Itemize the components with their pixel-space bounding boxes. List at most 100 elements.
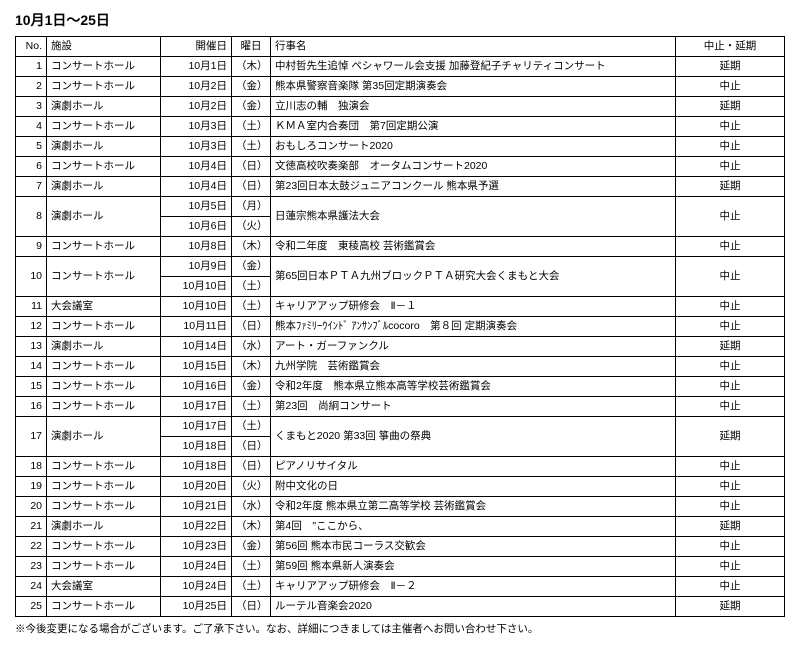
cell-facility: 大会議室 (47, 297, 161, 317)
header-status: 中止・延期 (676, 37, 785, 57)
table-row: 9コンサートホール10月8日（木）令和二年度 東稜高校 芸術鑑賞会中止 (16, 237, 785, 257)
cell-status: 延期 (676, 597, 785, 617)
cell-day: （日） (232, 317, 271, 337)
cell-no: 13 (16, 337, 47, 357)
table-row: 13演劇ホール10月14日（水）アート・ガーファンクル延期 (16, 337, 785, 357)
cell-day: （金） (232, 377, 271, 397)
table-row: 7演劇ホール10月4日（日）第23回日本太鼓ジュニアコンクール 熊本県予選延期 (16, 177, 785, 197)
header-date: 開催日 (161, 37, 232, 57)
cell-date: 10月15日 (161, 357, 232, 377)
cell-no: 18 (16, 457, 47, 477)
cell-no: 22 (16, 537, 47, 557)
cell-facility: コンサートホール (47, 377, 161, 397)
cell-status: 中止 (676, 377, 785, 397)
cell-no: 24 (16, 577, 47, 597)
cell-status: 中止 (676, 117, 785, 137)
cell-day: （金） (232, 257, 271, 277)
cell-no: 15 (16, 377, 47, 397)
cell-facility: コンサートホール (47, 257, 161, 297)
cell-day: （土） (232, 577, 271, 597)
cell-facility: コンサートホール (47, 157, 161, 177)
table-row: 8演劇ホール10月5日（月）日蓮宗熊本県護法大会中止 (16, 197, 785, 217)
cell-no: 1 (16, 57, 47, 77)
cell-day: （金） (232, 537, 271, 557)
cell-status: 延期 (676, 97, 785, 117)
cell-no: 8 (16, 197, 47, 237)
cell-facility: 大会議室 (47, 577, 161, 597)
cell-facility: コンサートホール (47, 397, 161, 417)
cell-date: 10月10日 (161, 277, 232, 297)
cell-event: アート・ガーファンクル (271, 337, 676, 357)
cell-day: （土） (232, 297, 271, 317)
table-row: 17演劇ホール10月17日（土）くまもと2020 第33回 箏曲の祭典延期 (16, 417, 785, 437)
cell-day: （土） (232, 277, 271, 297)
cell-event: 立川志の輔 独演会 (271, 97, 676, 117)
cell-facility: コンサートホール (47, 317, 161, 337)
cell-date: 10月25日 (161, 597, 232, 617)
cell-date: 10月3日 (161, 117, 232, 137)
cell-day: （木） (232, 357, 271, 377)
cell-status: 中止 (676, 257, 785, 297)
cell-status: 中止 (676, 577, 785, 597)
cell-no: 21 (16, 517, 47, 537)
cell-no: 2 (16, 77, 47, 97)
table-row: 15コンサートホール10月16日（金）令和2年度 熊本県立熊本高等学校芸術鑑賞会… (16, 377, 785, 397)
cell-event: 附中文化の日 (271, 477, 676, 497)
cell-status: 延期 (676, 517, 785, 537)
cell-day: （土） (232, 397, 271, 417)
cell-no: 14 (16, 357, 47, 377)
cell-facility: 演劇ホール (47, 517, 161, 537)
cell-no: 5 (16, 137, 47, 157)
header-event: 行事名 (271, 37, 676, 57)
table-row: 6コンサートホール10月4日（日）文徳高校吹奏楽部 オータムコンサート2020中… (16, 157, 785, 177)
table-row: 18コンサートホール10月18日（日）ピアノリサイタル中止 (16, 457, 785, 477)
cell-day: （木） (232, 517, 271, 537)
cell-status: 中止 (676, 157, 785, 177)
cell-event: 中村哲先生追悼 ペシャワール会支援 加藤登紀子チャリティコンサート (271, 57, 676, 77)
cell-event: ＫＭＡ室内合奏団 第7回定期公演 (271, 117, 676, 137)
cell-event: 令和2年度 熊本県立熊本高等学校芸術鑑賞会 (271, 377, 676, 397)
cell-date: 10月10日 (161, 297, 232, 317)
cell-no: 6 (16, 157, 47, 177)
cell-facility: 演劇ホール (47, 177, 161, 197)
cell-facility: コンサートホール (47, 57, 161, 77)
cell-facility: コンサートホール (47, 357, 161, 377)
cell-date: 10月9日 (161, 257, 232, 277)
cell-no: 19 (16, 477, 47, 497)
cell-no: 10 (16, 257, 47, 297)
cell-facility: コンサートホール (47, 237, 161, 257)
cell-event: 九州学院 芸術鑑賞会 (271, 357, 676, 377)
cell-date: 10月21日 (161, 497, 232, 517)
cell-day: （土） (232, 417, 271, 437)
cell-date: 10月5日 (161, 197, 232, 217)
cell-event: キャリアアップ研修会 Ⅱ－２ (271, 577, 676, 597)
cell-event: ピアノリサイタル (271, 457, 676, 477)
table-row: 5演劇ホール10月3日（土）おもしろコンサート2020中止 (16, 137, 785, 157)
cell-day: （金） (232, 97, 271, 117)
cell-day: （木） (232, 57, 271, 77)
cell-date: 10月3日 (161, 137, 232, 157)
table-row: 22コンサートホール10月23日（金）第56回 熊本市民コーラス交歓会中止 (16, 537, 785, 557)
cell-day: （日） (232, 457, 271, 477)
cell-no: 16 (16, 397, 47, 417)
cell-event: 熊本県警察音楽隊 第35回定期演奏会 (271, 77, 676, 97)
cell-event: 第65回日本ＰＴＡ九州ブロックＰＴＡ研究大会くまもと大会 (271, 257, 676, 297)
table-row: 21演劇ホール10月22日（木）第4回 "ここから、延期 (16, 517, 785, 537)
header-no: No. (16, 37, 47, 57)
table-row: 19コンサートホール10月20日（火）附中文化の日中止 (16, 477, 785, 497)
cell-date: 10月6日 (161, 217, 232, 237)
cell-status: 中止 (676, 137, 785, 157)
header-row: No. 施設 開催日 曜日 行事名 中止・延期 (16, 37, 785, 57)
cell-facility: コンサートホール (47, 477, 161, 497)
cell-facility: 演劇ホール (47, 337, 161, 357)
cell-date: 10月11日 (161, 317, 232, 337)
cell-day: （日） (232, 437, 271, 457)
cell-event: 熊本ﾌｧﾐﾘｰｳｲﾝﾄﾞ ｱﾝｻﾝﾌﾞﾙcocoro 第８回 定期演奏会 (271, 317, 676, 337)
cell-status: 中止 (676, 77, 785, 97)
page-title: 10月1日～25日 (15, 10, 785, 30)
cell-status: 延期 (676, 57, 785, 77)
cell-day: （土） (232, 557, 271, 577)
cell-status: 中止 (676, 397, 785, 417)
table-row: 14コンサートホール10月15日（木）九州学院 芸術鑑賞会中止 (16, 357, 785, 377)
cell-facility: コンサートホール (47, 497, 161, 517)
